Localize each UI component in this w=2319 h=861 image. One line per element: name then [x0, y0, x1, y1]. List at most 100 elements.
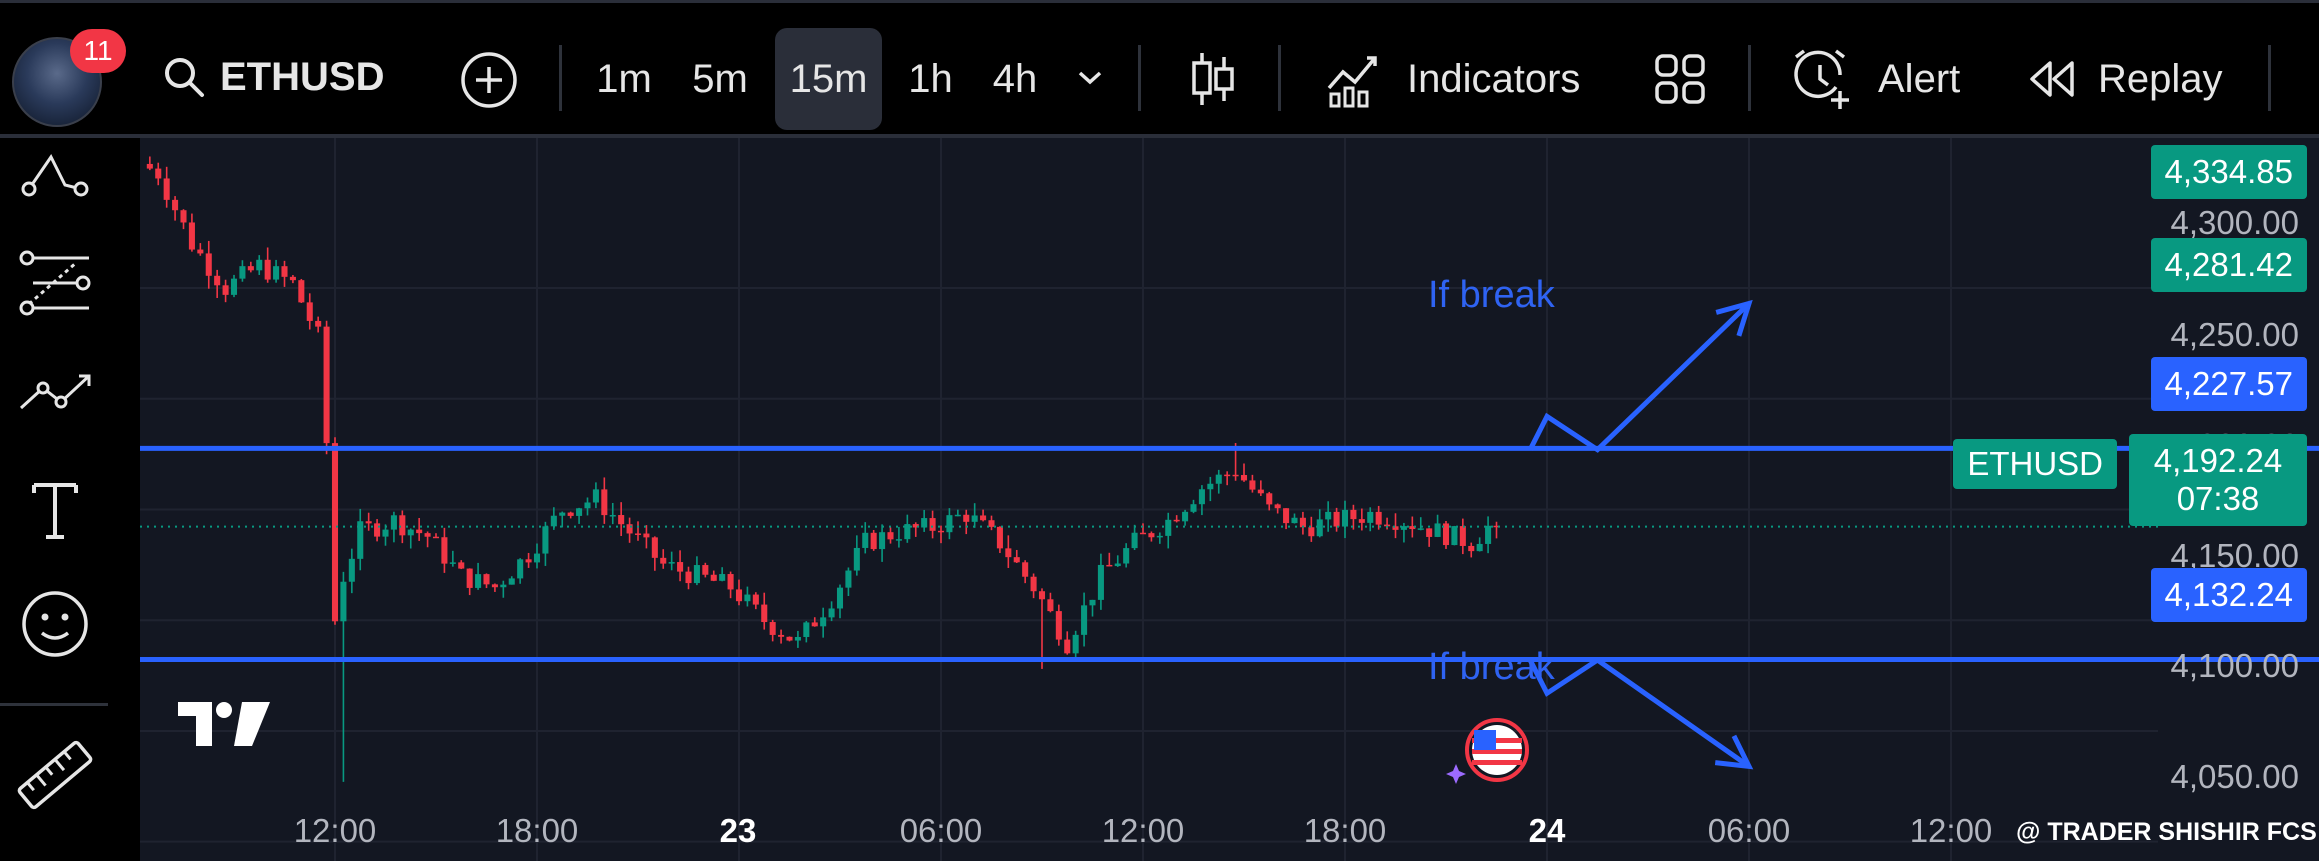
candlestick-icon: [1192, 53, 1234, 105]
emoji-icon: [22, 591, 88, 657]
text-tool[interactable]: [10, 466, 100, 556]
candle-body: [668, 562, 675, 564]
candle-body: [407, 529, 414, 536]
emoji-tool[interactable]: [10, 579, 100, 669]
candle-body: [1106, 564, 1113, 567]
candle-body: [491, 584, 498, 588]
pattern-tool[interactable]: [10, 130, 100, 220]
grid-layout-icon: [1655, 54, 1705, 104]
upper-breakout-annotation: If break: [1428, 274, 1555, 316]
interval-5m[interactable]: 5m: [692, 56, 748, 101]
candle-body: [264, 259, 271, 280]
candle-body: [1198, 489, 1205, 505]
candle-body: [432, 536, 440, 539]
price-tag-support: 4,132.24: [2150, 568, 2307, 622]
interval-1h[interactable]: 1h: [908, 56, 953, 101]
candle-body: [1476, 543, 1483, 552]
candle-body: [980, 515, 987, 521]
economic-event-marker[interactable]: [1442, 716, 1532, 789]
candle-body: [416, 529, 423, 534]
symbol-search[interactable]: ETHUSD: [160, 47, 384, 107]
candle-body: [525, 559, 532, 563]
candle-body: [1139, 532, 1147, 535]
candle-body: [533, 553, 541, 563]
interval-4h[interactable]: 4h: [992, 56, 1038, 101]
candle-body: [180, 210, 187, 223]
candle-body: [466, 568, 473, 588]
candle-body: [1257, 489, 1264, 494]
candle-body: [1333, 511, 1340, 527]
candle-body: [710, 574, 717, 581]
candle-body: [1451, 526, 1458, 546]
alert-button[interactable]: Alert: [1790, 45, 1960, 113]
candle-body: [1215, 474, 1222, 484]
author-watermark: @ TRADER SHISHIR FCS: [2016, 818, 2317, 846]
candle-body: [836, 587, 844, 609]
candle-body: [1072, 634, 1079, 654]
candle-body: [954, 514, 961, 517]
indicators-button[interactable]: Indicators: [1325, 47, 1580, 111]
candle-body: [719, 574, 726, 581]
chart-pane[interactable]: [140, 138, 2319, 861]
candle-body: [256, 259, 263, 271]
candle-body: [693, 565, 700, 584]
text-tool-icon: [32, 483, 78, 539]
candle-body: [390, 515, 397, 530]
search-icon: [165, 58, 204, 97]
fib-retracement-icon: [19, 250, 91, 316]
candle-body: [778, 634, 785, 637]
chevron-down-icon: [1078, 71, 1102, 85]
candle-body: [559, 512, 566, 516]
candle-body: [1030, 576, 1037, 592]
chart-type-button[interactable]: [1183, 47, 1243, 111]
ruler-tool[interactable]: [10, 730, 100, 820]
candle-body: [172, 199, 179, 211]
tradingview-logo-icon: [178, 702, 270, 746]
candle-body: [1089, 599, 1096, 606]
candle-body: [1459, 526, 1466, 546]
candle-body: [374, 523, 381, 537]
tradingview-logo[interactable]: [176, 698, 272, 755]
replay-button[interactable]: Replay: [2028, 47, 2223, 111]
breakdown-arrow-down[interactable]: [1527, 657, 1751, 769]
us-flag-icon: [1446, 718, 1529, 784]
interval-dropdown[interactable]: [1070, 53, 1110, 103]
price-chart[interactable]: [140, 138, 2319, 861]
price-tag-mid-high: 4,281.42: [2150, 238, 2307, 292]
trend-line-tool[interactable]: [10, 348, 100, 438]
candle-body: [197, 249, 204, 254]
time-label: 06:00: [899, 812, 983, 849]
candle-body: [1493, 525, 1500, 528]
candle-body: [1316, 519, 1323, 537]
candle-body: [458, 562, 465, 569]
candle-body: [1165, 519, 1172, 536]
candle-body: [222, 285, 229, 295]
candle-body: [475, 574, 482, 588]
breakout-arrow-up[interactable]: [1527, 301, 1751, 453]
interval-1m[interactable]: 1m: [596, 56, 652, 101]
interval-15m[interactable]: 15m: [775, 28, 882, 130]
candle-body: [399, 515, 406, 536]
candle-body: [1097, 564, 1104, 600]
indicators-icon: [1327, 56, 1377, 108]
candle-body: [727, 574, 734, 590]
candle-body: [651, 537, 658, 558]
candle-body: [365, 521, 372, 524]
candle-body: [752, 594, 759, 605]
candle-body: [1005, 548, 1012, 558]
candle-body: [584, 502, 591, 509]
candle-body: [1047, 599, 1054, 612]
candle-body: [239, 266, 246, 279]
fib-retracement-tool[interactable]: [10, 238, 100, 328]
candle-body: [188, 222, 195, 250]
candle-body: [1442, 523, 1450, 546]
compare-symbol-button[interactable]: [458, 49, 520, 111]
candle-body: [1038, 591, 1046, 600]
candle-body: [155, 168, 162, 179]
candle-body: [921, 518, 928, 528]
price-label: 4,300.00: [2170, 204, 2299, 241]
indicators-label: Indicators: [1407, 56, 1581, 101]
candle-body: [550, 515, 557, 527]
candle-body: [963, 514, 970, 522]
layout-button[interactable]: [1652, 49, 1708, 109]
